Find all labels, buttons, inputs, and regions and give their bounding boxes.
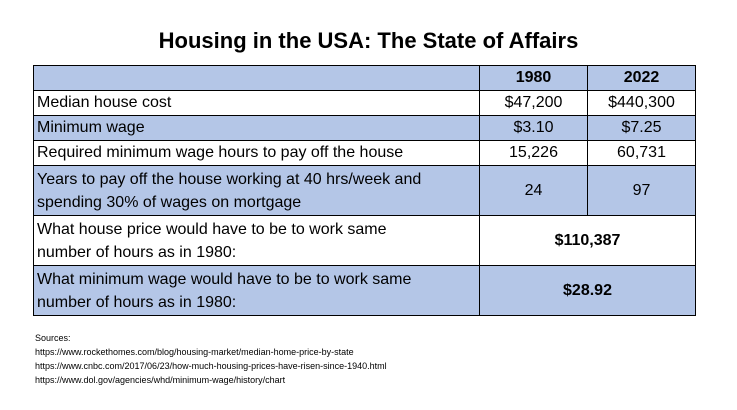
housing-table: 1980 2022 Median house cost $47,200 $440…	[33, 65, 696, 316]
row-label: Median house cost	[33, 90, 480, 116]
house-price-result: $110,387	[479, 215, 696, 266]
row-label: Required minimum wage hours to pay off t…	[33, 140, 480, 166]
row-label-line-2: number of hours as in 1980:	[37, 243, 237, 261]
row-label-line-2: spending 30% of wages on mortgage	[37, 193, 302, 211]
value-2022: $7.25	[587, 115, 696, 141]
table-row: Years to pay off the house working at 40…	[33, 165, 696, 216]
header-2022: 2022	[587, 65, 696, 91]
sources-section: Sources: https://www.rockethomes.com/blo…	[35, 331, 387, 387]
value-2022: $440,300	[587, 90, 696, 116]
row-label: Minimum wage	[33, 115, 480, 141]
table-row: Minimum wage $3.10 $7.25	[33, 115, 696, 141]
value-1980: 24	[479, 165, 588, 216]
row-label: What house price would have to be to wor…	[33, 215, 480, 266]
table-header-row: 1980 2022	[33, 65, 696, 91]
row-label: What minimum wage would have to be to wo…	[33, 265, 480, 316]
table-row: What minimum wage would have to be to wo…	[33, 265, 696, 316]
minimum-wage-result: $28.92	[479, 265, 696, 316]
sources-heading: Sources:	[35, 333, 71, 343]
row-label: Years to pay off the house working at 40…	[33, 165, 480, 216]
page-title: Housing in the USA: The State of Affairs	[158, 28, 579, 53]
source-link[interactable]: https://www.dol.gov/agencies/whd/minimum…	[35, 375, 286, 385]
value-1980: $3.10	[479, 115, 588, 141]
table-row: What house price would have to be to wor…	[33, 215, 696, 266]
header-1980: 1980	[479, 65, 588, 91]
source-link[interactable]: https://www.rockethomes.com/blog/housing…	[35, 347, 354, 357]
value-2022: 60,731	[587, 140, 696, 166]
row-label-line-1: What house price would have to be to wor…	[37, 220, 387, 238]
table-row: Median house cost $47,200 $440,300	[33, 90, 696, 116]
value-1980: 15,226	[479, 140, 588, 166]
row-label-line-2: number of hours as in 1980:	[37, 293, 237, 311]
value-2022: 97	[587, 165, 696, 216]
header-label-cell	[33, 65, 480, 91]
value-1980: $47,200	[479, 90, 588, 116]
table-row: Required minimum wage hours to pay off t…	[33, 140, 696, 166]
source-link[interactable]: https://www.cnbc.com/2017/06/23/how-much…	[35, 361, 387, 371]
row-label-line-1: What minimum wage would have to be to wo…	[37, 270, 412, 288]
row-label-line-1: Years to pay off the house working at 40…	[37, 170, 422, 188]
